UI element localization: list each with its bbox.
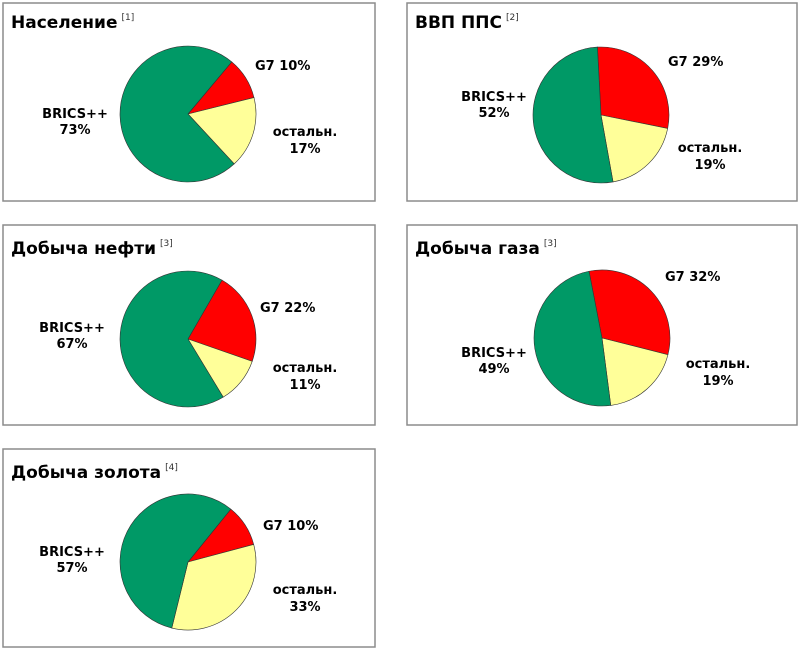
slice-value-other: 11% [289, 378, 320, 393]
slice-value-brics: 67% [56, 337, 87, 352]
slice-value-other: 19% [694, 158, 725, 173]
slice-label-g7: G7 10% [263, 519, 318, 534]
footnote-reference: [3] [160, 239, 173, 249]
pie-slice-other [600, 114, 669, 183]
pie-chart-panel: ВВП ППС [2] G7 29% остальн. 19% BRICS++52% [406, 2, 798, 202]
slice-label-brics: BRICS++ [39, 321, 105, 336]
slice-label-other: остальн. [686, 357, 751, 372]
pie-slice-brics [119, 270, 224, 408]
chart-title: ВВП ППС [415, 13, 502, 33]
slice-value-brics: 52% [478, 106, 509, 121]
slice-label-brics: BRICS++ [461, 346, 527, 361]
pie-slice-other [171, 544, 257, 631]
pie-slice-brics [119, 493, 232, 629]
pie-chart-panel: Добыча газа [3] G7 32% остальн. 19% BRICS++49… [406, 224, 798, 426]
footnote-reference: [2] [506, 13, 519, 23]
chart-title: Добыча золота [11, 463, 161, 483]
slice-label-g7: G7 29% [668, 55, 723, 70]
slice-label-brics: BRICS++ [461, 90, 527, 105]
slice-label-other: остальн. [273, 361, 338, 376]
pie-chart-panel: Добыча нефти [3] G7 22% остальн. 11% BRICS++6… [2, 224, 376, 426]
slice-label-g7: G7 32% [665, 270, 720, 285]
chart-title: Добыча газа [415, 239, 540, 259]
pie-slice-g7 [597, 46, 670, 129]
slice-label-other: остальн. [678, 141, 743, 156]
footnote-reference: [3] [544, 239, 557, 249]
slice-label-other: остальн. [273, 125, 338, 140]
slice-value-brics: 57% [56, 561, 87, 576]
pie-slice-g7 [187, 279, 257, 362]
pie-slice-g7 [588, 269, 671, 356]
pie-slice-brics [533, 270, 612, 407]
pie-chart-panel: Население [1] G7 10% остальн. 17% BRICS++73% [2, 2, 376, 202]
slice-value-other: 17% [289, 142, 320, 157]
slice-label-brics: BRICS++ [42, 107, 108, 122]
chart-title: Добыча нефти [11, 239, 156, 259]
slice-label-brics: BRICS++ [39, 545, 105, 560]
chart-title: Население [11, 13, 117, 33]
pie-slice-other [187, 97, 257, 165]
slice-value-brics: 73% [59, 123, 90, 138]
pie-chart-panel: Добыча золота [4] G7 10% остальн. 33% BRICS++… [2, 448, 376, 648]
footnote-reference: [1] [121, 13, 134, 23]
slice-value-brics: 49% [478, 362, 509, 377]
slice-value-other: 19% [702, 374, 733, 389]
pie-slice-other [601, 337, 669, 406]
slice-value-other: 33% [289, 600, 320, 615]
slice-label-g7: G7 10% [255, 59, 310, 74]
slice-label-other: остальн. [273, 583, 338, 598]
pie-slice-brics [119, 45, 235, 183]
pie-slice-brics [532, 46, 614, 184]
slice-label-g7: G7 22% [260, 301, 315, 316]
footnote-reference: [4] [165, 463, 178, 473]
